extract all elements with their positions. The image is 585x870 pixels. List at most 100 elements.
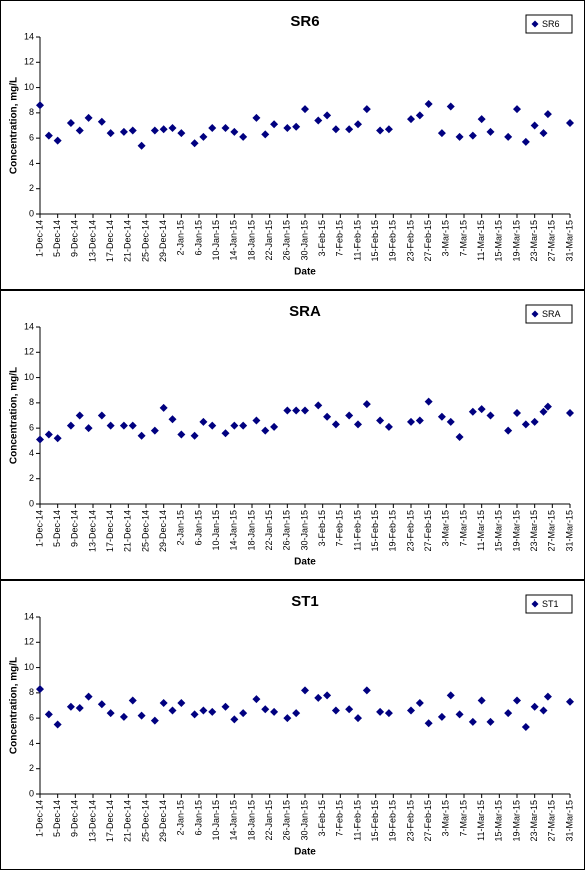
data-point bbox=[539, 706, 548, 715]
data-point bbox=[455, 710, 464, 719]
data-point bbox=[437, 412, 446, 421]
x-tick-label: 19-Feb-15 bbox=[388, 800, 398, 842]
data-point bbox=[384, 709, 393, 718]
data-point bbox=[168, 124, 177, 133]
data-point bbox=[407, 417, 415, 426]
data-point bbox=[530, 417, 539, 426]
x-tick-label: 7-Mar-15 bbox=[458, 510, 468, 547]
x-tick-label: 27-Mar-15 bbox=[547, 800, 557, 842]
data-point bbox=[97, 411, 106, 420]
x-tick-label: 31-Mar-15 bbox=[564, 800, 574, 842]
data-point bbox=[66, 118, 75, 127]
data-point bbox=[376, 416, 385, 425]
data-point bbox=[530, 702, 539, 711]
data-point bbox=[97, 117, 106, 126]
y-tick-label: 10 bbox=[24, 662, 34, 672]
data-point bbox=[168, 415, 177, 424]
x-tick-label: 17-Dec-14 bbox=[105, 510, 115, 552]
x-tick-label: 23-Feb-15 bbox=[405, 510, 415, 552]
data-point bbox=[362, 686, 371, 695]
y-tick-label: 0 bbox=[29, 208, 34, 218]
x-tick-label: 9-Dec-14 bbox=[70, 510, 80, 547]
x-tick-label: 15-Mar-15 bbox=[494, 220, 504, 262]
data-point bbox=[119, 421, 128, 430]
y-tick-label: 10 bbox=[24, 372, 34, 382]
data-point bbox=[331, 125, 340, 134]
x-tick-label: 21-Dec-14 bbox=[123, 220, 133, 262]
x-tick-label: 7-Feb-15 bbox=[335, 510, 345, 547]
data-point bbox=[270, 707, 279, 716]
data-point bbox=[314, 116, 323, 125]
data-point bbox=[323, 111, 332, 120]
data-point bbox=[314, 693, 323, 702]
data-point bbox=[44, 131, 53, 140]
x-tick-label: 18-Jan-15 bbox=[246, 510, 256, 551]
data-point bbox=[437, 712, 446, 721]
x-tick-label: 19-Mar-15 bbox=[511, 220, 521, 262]
x-tick-label: 2-Jan-15 bbox=[176, 800, 186, 836]
data-point bbox=[521, 137, 530, 146]
x-axis-label: Date bbox=[294, 557, 316, 568]
data-point bbox=[106, 709, 115, 718]
x-tick-label: 15-Feb-15 bbox=[370, 800, 380, 842]
x-tick-label: 10-Jan-15 bbox=[211, 510, 221, 551]
data-point bbox=[137, 141, 146, 150]
y-axis-label: Concentration, mg/L bbox=[9, 657, 20, 754]
x-tick-label: 14-Jan-15 bbox=[229, 510, 239, 551]
x-tick-label: 25-Dec-14 bbox=[140, 800, 150, 842]
data-point bbox=[477, 405, 486, 414]
x-axis-label: Date bbox=[294, 267, 316, 278]
x-tick-label: 2-Jan-15 bbox=[176, 510, 186, 546]
x-tick-label: 17-Dec-14 bbox=[105, 800, 115, 842]
x-tick-label: 29-Dec-14 bbox=[158, 220, 168, 262]
x-tick-label: 7-Feb-15 bbox=[335, 220, 345, 257]
data-point bbox=[521, 420, 530, 429]
data-point bbox=[261, 705, 270, 714]
x-tick-label: 19-Mar-15 bbox=[511, 800, 521, 842]
data-point bbox=[75, 411, 84, 420]
data-point bbox=[270, 422, 279, 431]
x-tick-label: 10-Jan-15 bbox=[211, 220, 221, 261]
data-point bbox=[292, 709, 301, 718]
data-point bbox=[261, 426, 270, 435]
y-tick-label: 8 bbox=[29, 687, 34, 697]
data-point bbox=[354, 714, 362, 723]
x-tick-label: 18-Jan-15 bbox=[246, 220, 256, 261]
data-point bbox=[283, 714, 292, 723]
data-point bbox=[36, 101, 44, 110]
x-tick-label: 11-Feb-15 bbox=[352, 220, 362, 261]
x-tick-label: 1-Dec-14 bbox=[34, 220, 44, 257]
data-point bbox=[150, 126, 159, 135]
data-point bbox=[283, 406, 292, 415]
data-point bbox=[270, 120, 279, 129]
x-tick-label: 14-Jan-15 bbox=[229, 800, 239, 841]
x-tick-label: 17-Dec-14 bbox=[105, 220, 115, 262]
y-axis-label: Concentration, mg/L bbox=[9, 367, 20, 464]
data-point bbox=[66, 421, 75, 430]
data-point bbox=[415, 698, 424, 707]
y-tick-label: 14 bbox=[24, 611, 34, 621]
x-tick-label: 13-Dec-14 bbox=[87, 220, 97, 262]
data-point bbox=[221, 429, 230, 438]
data-point bbox=[345, 705, 354, 714]
data-point bbox=[177, 430, 186, 439]
x-tick-label: 14-Jan-15 bbox=[229, 220, 239, 261]
x-tick-label: 1-Dec-14 bbox=[34, 510, 44, 547]
x-tick-label: 26-Jan-15 bbox=[282, 220, 292, 261]
data-point bbox=[150, 426, 159, 435]
y-tick-label: 12 bbox=[24, 637, 34, 647]
data-point bbox=[199, 132, 208, 141]
data-point bbox=[543, 692, 552, 701]
data-point bbox=[446, 691, 455, 700]
data-point bbox=[323, 412, 332, 421]
data-point bbox=[150, 716, 159, 725]
y-tick-label: 8 bbox=[29, 107, 34, 117]
legend-label: SRA bbox=[542, 309, 561, 319]
y-tick-label: 10 bbox=[24, 82, 34, 92]
chart-title: SR6 bbox=[290, 13, 319, 30]
x-tick-label: 26-Jan-15 bbox=[282, 800, 292, 841]
x-tick-label: 7-Mar-15 bbox=[458, 220, 468, 257]
panel-border bbox=[0, 580, 585, 870]
data-point bbox=[177, 698, 186, 707]
data-point bbox=[137, 711, 146, 720]
